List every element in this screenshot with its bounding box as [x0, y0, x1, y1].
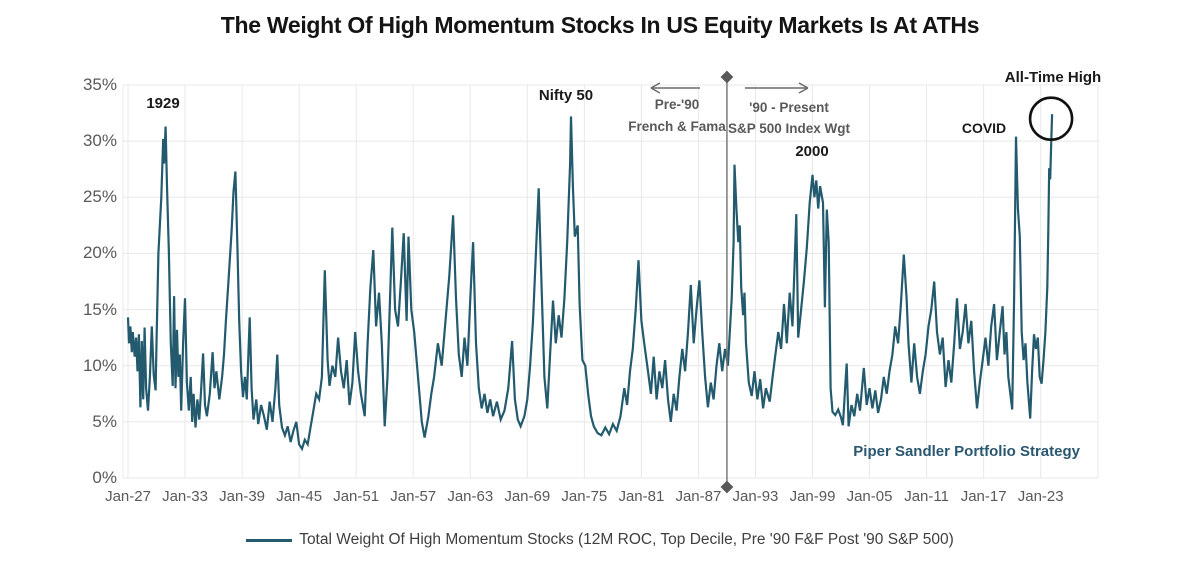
- x-tick-label: Jan-05: [846, 488, 893, 505]
- chart-title: The Weight Of High Momentum Stocks In US…: [220, 12, 980, 38]
- annotation-covid: COVID: [961, 120, 1007, 136]
- divider-label-pre90-line1: Pre-'90: [654, 97, 700, 112]
- all-time-high-circle-icon: [1028, 96, 1074, 141]
- annotation-nifty-50: Nifty 50: [538, 87, 594, 104]
- x-tick-label: Jan-11: [904, 488, 949, 505]
- divider-label-pre90-line2: French & Fama: [628, 119, 726, 134]
- post-90-arrow-icon-head: [798, 82, 809, 94]
- x-tick-label: Jan-75: [561, 488, 608, 505]
- annotation-1929: 1929: [146, 95, 180, 112]
- divider-label-post90-line2: S&P 500 Index Wgt: [727, 121, 851, 136]
- x-tick-label: Jan-69: [504, 488, 551, 505]
- x-tick-label: Jan-39: [219, 488, 266, 505]
- y-tick-label: 30%: [82, 131, 117, 151]
- x-tick-label: Jan-87: [675, 488, 722, 505]
- pre-90-arrow-icon-head: [650, 82, 661, 94]
- divider-diamond-top: [720, 70, 734, 84]
- y-tick-label: 5%: [92, 411, 117, 431]
- x-tick-label: Jan-99: [789, 488, 836, 505]
- y-tick-label: 35%: [82, 74, 117, 94]
- divider-diamond-bottom: [720, 480, 734, 494]
- y-tick-label: 0%: [92, 468, 117, 487]
- chart-legend: Total Weight Of High Momentum Stocks (12…: [0, 531, 1200, 549]
- x-tick-label: Jan-93: [732, 488, 779, 505]
- divider-label-post90-line1: '90 - Present: [749, 100, 829, 115]
- watermark-piper-sandler: Piper Sandler Portfolio Strategy: [853, 443, 1080, 460]
- y-tick-label: 10%: [82, 355, 117, 375]
- annotation-all-time-high: All-Time High: [1004, 69, 1102, 86]
- x-tick-label: Jan-81: [618, 488, 665, 505]
- y-tick-label: 15%: [82, 299, 117, 319]
- y-tick-label: 20%: [82, 243, 117, 263]
- legend-label: Total Weight Of High Momentum Stocks (12…: [299, 531, 954, 548]
- x-tick-label: Jan-17: [960, 488, 1007, 505]
- momentum-weight-series-line: [126, 114, 1054, 452]
- x-tick-label: Jan-23: [1017, 488, 1064, 505]
- x-tick-label: Jan-33: [162, 488, 208, 505]
- y-tick-label: 25%: [82, 187, 117, 207]
- annotation-2000: 2000: [795, 143, 829, 160]
- legend-line-swatch: [246, 538, 293, 542]
- x-tick-label: Jan-27: [105, 488, 151, 505]
- x-tick-label: Jan-63: [447, 488, 494, 505]
- x-tick-label: Jan-51: [333, 488, 380, 505]
- x-tick-label: Jan-45: [276, 488, 323, 505]
- x-tick-label: Jan-57: [390, 488, 437, 505]
